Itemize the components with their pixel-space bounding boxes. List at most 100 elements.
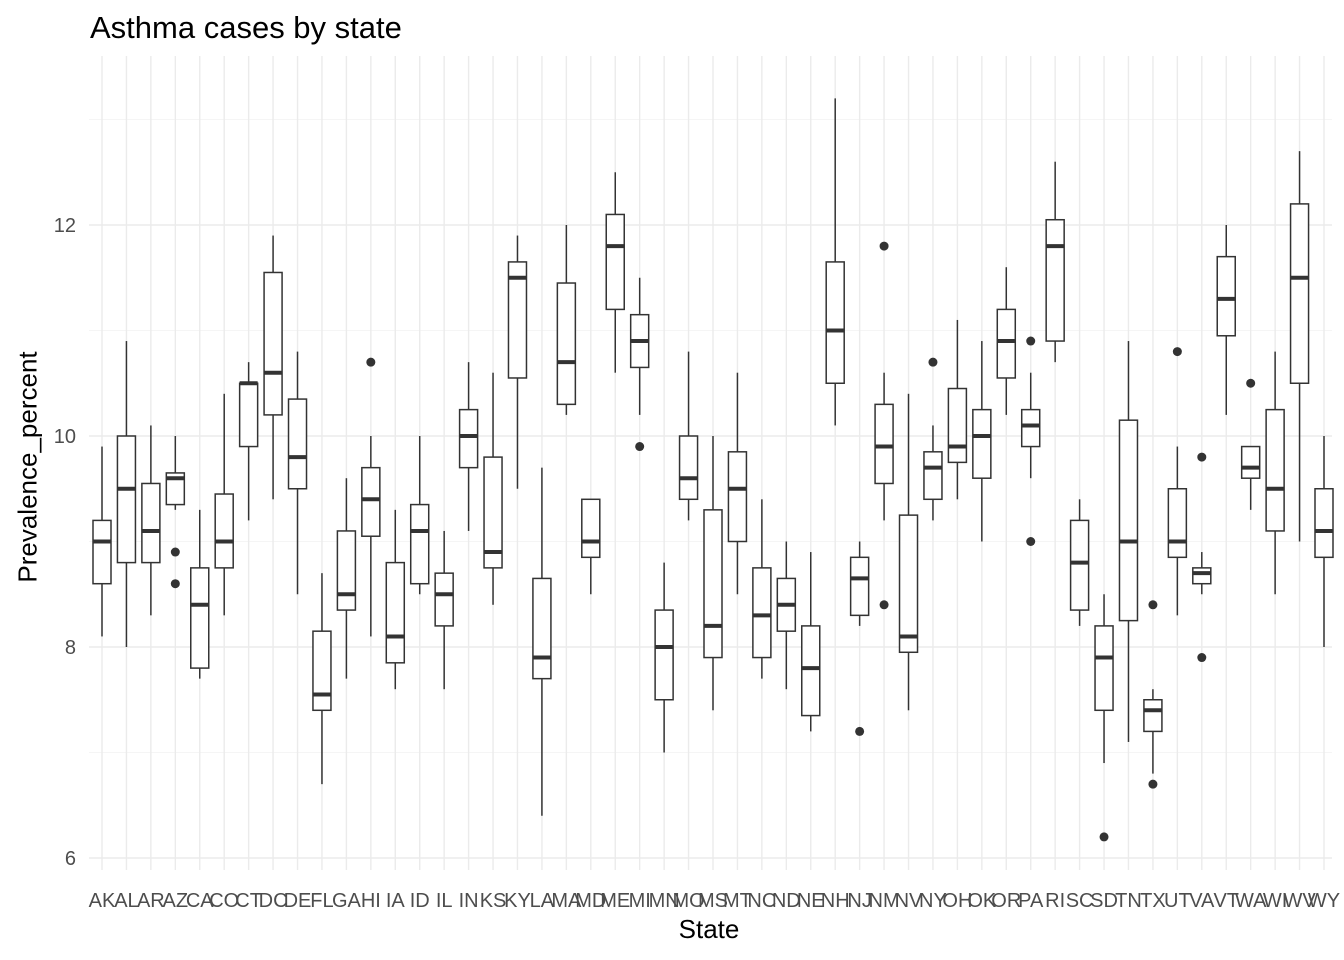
- x-tick-label: DC: [259, 890, 288, 912]
- box-iqr: [336, 530, 357, 611]
- box-me: [605, 172, 625, 373]
- box-iqr: [434, 572, 454, 627]
- box-nc: [752, 499, 772, 679]
- box-il: [434, 530, 454, 690]
- x-axis-label: State: [678, 914, 740, 944]
- outlier-point: [1197, 452, 1207, 462]
- x-tick-label: ID: [410, 890, 430, 912]
- box-ia: [385, 509, 406, 690]
- y-tick-label: 6: [65, 848, 76, 870]
- x-tick-label: WI: [1263, 890, 1287, 912]
- box-iqr: [361, 466, 381, 537]
- box-iqr: [1118, 419, 1139, 622]
- box-iqr: [801, 625, 821, 717]
- outlier-point: [879, 600, 889, 610]
- box-iqr: [1314, 488, 1334, 559]
- box-iqr: [1289, 203, 1310, 384]
- box-ne: [801, 552, 821, 732]
- box-iqr: [581, 498, 601, 559]
- box-iqr: [1192, 567, 1212, 585]
- box-ct: [238, 362, 259, 521]
- x-tick-label: LA: [530, 890, 555, 912]
- grid-lines: [89, 56, 1332, 870]
- box-iqr: [752, 567, 772, 659]
- box-iqr: [1094, 625, 1114, 712]
- box-ks: [483, 372, 503, 605]
- x-tick-label: NY: [919, 890, 947, 912]
- box-md: [581, 498, 601, 595]
- box-iqr: [1216, 255, 1236, 337]
- x-tick-label: AZ: [163, 890, 189, 912]
- box-iqr: [1265, 408, 1285, 532]
- x-tick-label: NM: [869, 890, 900, 912]
- box-iqr: [1020, 408, 1041, 448]
- box-hi: [361, 357, 381, 637]
- x-tick-label: GA: [332, 890, 362, 912]
- x-tick-label: SD: [1090, 890, 1118, 912]
- box-iqr: [312, 630, 332, 712]
- box-oh: [947, 319, 968, 500]
- box-mn: [654, 562, 674, 753]
- x-tick-label: NE: [797, 890, 825, 912]
- box-iqr: [972, 408, 992, 479]
- box-in: [458, 362, 479, 531]
- box-iqr: [1045, 218, 1065, 342]
- outlier-point: [170, 579, 180, 589]
- box-iqr: [507, 261, 528, 379]
- box-id: [409, 436, 430, 595]
- x-tick-label: WY: [1308, 890, 1340, 912]
- box-wv: [1289, 151, 1310, 542]
- x-tick-label: NJ: [847, 890, 871, 912]
- y-tick-label: 10: [54, 426, 76, 448]
- box-iqr: [1143, 699, 1163, 733]
- box-az: [165, 436, 186, 589]
- box-ny: [923, 357, 943, 521]
- box-iqr: [605, 213, 625, 311]
- x-tick-label: KS: [480, 890, 507, 912]
- box-wy: [1314, 436, 1334, 647]
- box-iqr: [923, 451, 943, 501]
- outlier-point: [928, 357, 938, 367]
- box-nv: [898, 393, 919, 711]
- x-tick-label: WA: [1235, 890, 1267, 912]
- box-va: [1192, 452, 1212, 663]
- x-tick-label: NC: [747, 890, 776, 912]
- box-iqr: [483, 456, 503, 569]
- chart-title: Asthma cases by state: [90, 10, 402, 45]
- x-tick-label: KY: [504, 890, 531, 912]
- outlier-point: [635, 442, 645, 452]
- box-nm: [874, 241, 894, 610]
- box-iqr: [385, 561, 406, 664]
- x-tick-label: TN: [1115, 890, 1142, 912]
- outlier-point: [1172, 347, 1182, 357]
- x-tick-label: MN: [649, 890, 680, 912]
- x-tick-label: HI: [361, 890, 381, 912]
- x-tick-label: OH: [942, 890, 972, 912]
- box-ca: [190, 509, 210, 679]
- box-iqr: [165, 472, 186, 506]
- x-tick-label: ME: [600, 890, 630, 912]
- box-mo: [678, 351, 699, 521]
- box-wi: [1265, 351, 1285, 595]
- box-mi: [629, 277, 650, 452]
- box-iqr: [287, 398, 308, 490]
- x-tick-label: FL: [310, 890, 333, 912]
- box-vt: [1216, 225, 1236, 415]
- box-ms: [703, 436, 723, 711]
- outlier-point: [1148, 600, 1158, 610]
- box-sc: [1069, 499, 1090, 626]
- x-tick-label: TX: [1140, 890, 1166, 912]
- box-ma: [556, 225, 577, 415]
- box-mt: [727, 372, 748, 595]
- box-ak: [92, 446, 112, 637]
- box-iqr: [556, 282, 577, 406]
- box-co: [214, 393, 234, 616]
- box-tx: [1143, 600, 1163, 789]
- box-iqr: [532, 577, 552, 680]
- outlier-point: [366, 357, 376, 367]
- box-nj: [849, 541, 870, 736]
- box-iqr: [654, 609, 674, 701]
- x-tick-label: WV: [1283, 890, 1316, 912]
- x-tick-label: RI: [1045, 890, 1065, 912]
